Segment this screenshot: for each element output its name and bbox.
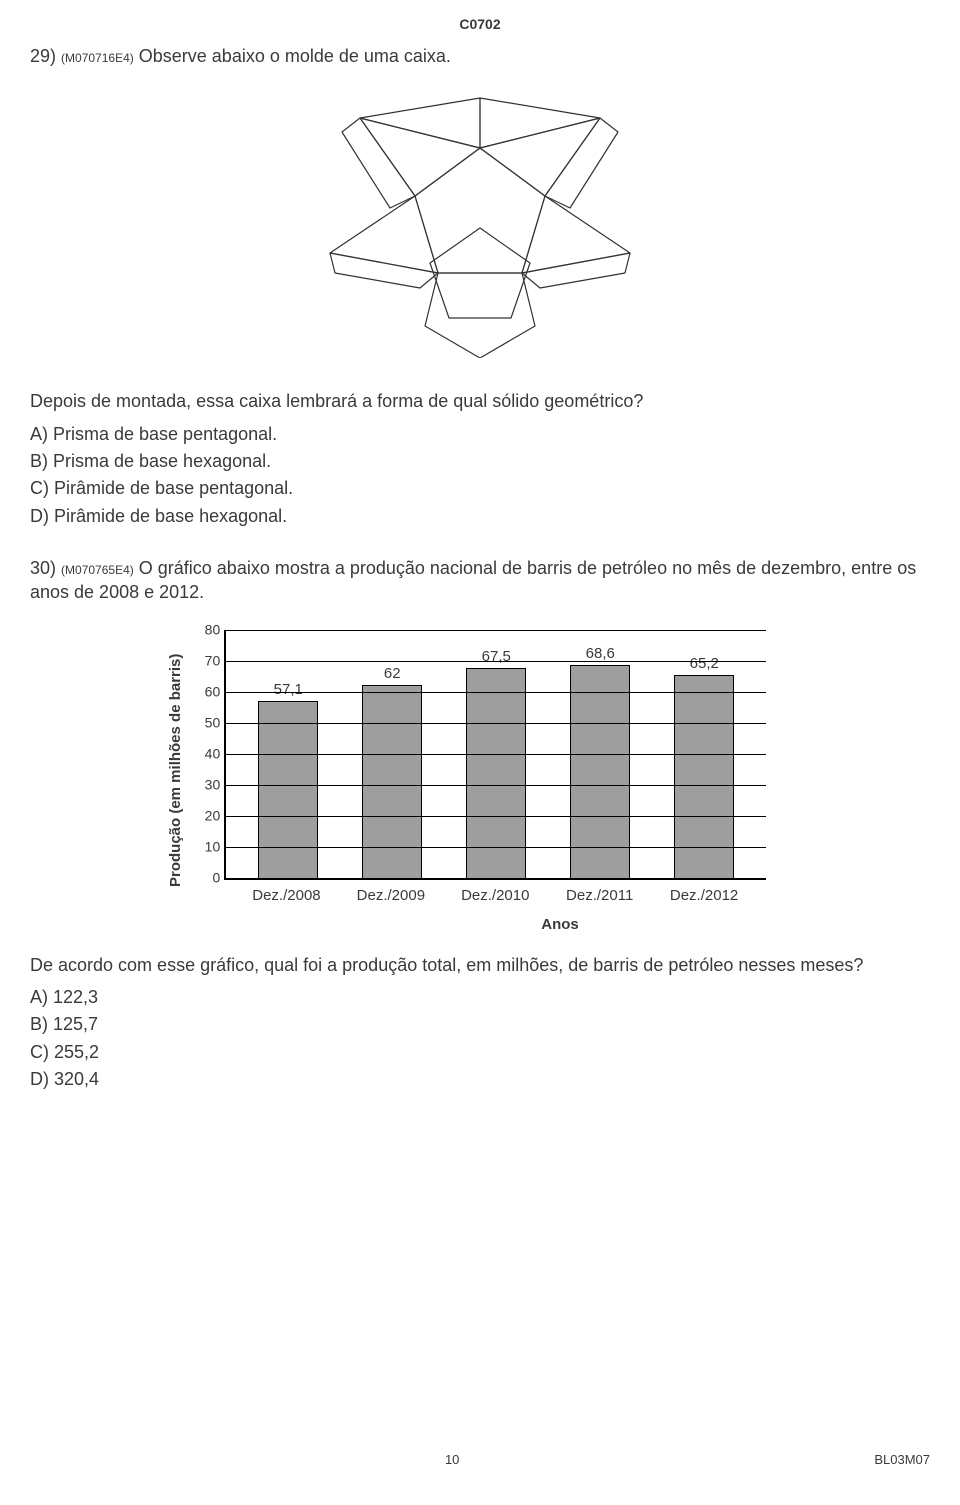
x-tick-label: Dez./2008 — [234, 886, 338, 910]
pyramid-net-figure — [300, 88, 660, 364]
bar-value-label: 65,2 — [690, 654, 719, 674]
bar: 57,1 — [258, 701, 318, 878]
bar: 62 — [362, 685, 422, 877]
chart-area: 57,16267,568,665,2 01020304050607080 Dez… — [186, 630, 766, 910]
footer-code: BL03M07 — [874, 1451, 930, 1469]
q29-option-b: B) Prisma de base hexagonal. — [30, 449, 930, 473]
q30-options: A) 122,3 B) 125,7 C) 255,2 D) 320,4 — [30, 985, 930, 1091]
q29-text: Observe abaixo o molde de uma caixa. — [139, 46, 451, 66]
x-tick-label: Dez./2011 — [547, 886, 651, 910]
q29-number: 29) — [30, 46, 56, 66]
y-tick-label: 60 — [205, 682, 227, 701]
bar-chart: Produção (em milhões de barris) 57,1 62 67… — [160, 630, 930, 910]
y-tick-label: 30 — [205, 775, 227, 794]
q29-option-a: A) Prisma de base pentagonal. — [30, 422, 930, 446]
chart-xlabel: Anos — [190, 915, 930, 935]
page-footer: 10 BL03M07 — [30, 1451, 930, 1469]
y-tick-label: 20 — [205, 806, 227, 825]
q30-code: (M070765E4) — [61, 563, 134, 577]
plot-area: 57,16267,568,665,2 01020304050607080 — [224, 630, 766, 880]
x-axis: Dez./2008Dez./2009Dez./2010Dez./2011Dez.… — [224, 880, 766, 910]
gridline — [226, 816, 766, 817]
x-tick-label: Dez./2009 — [339, 886, 443, 910]
q29-code: (M070716E4) — [61, 51, 134, 65]
q30-option-c: C) 255,2 — [30, 1040, 930, 1064]
gridline — [226, 754, 766, 755]
q29-followup: Depois de montada, essa caixa lembrará a… — [30, 389, 930, 413]
q30-number: 30) — [30, 558, 56, 578]
bar-value-label: 67,5 — [482, 647, 511, 667]
gridline — [226, 630, 766, 631]
gridline — [226, 661, 766, 662]
x-tick-label: Dez./2010 — [443, 886, 547, 910]
chart-ylabel: Produção (em milhões de barris) — [160, 630, 186, 910]
q30-followup: De acordo com esse gráfico, qual foi a p… — [30, 953, 930, 977]
q30-text: O gráfico abaixo mostra a produção nacio… — [30, 558, 916, 602]
y-tick-label: 70 — [205, 651, 227, 670]
gridline — [226, 847, 766, 848]
q30-option-a: A) 122,3 — [30, 985, 930, 1009]
net-svg — [300, 88, 660, 358]
gridline — [226, 723, 766, 724]
y-tick-label: 50 — [205, 713, 227, 732]
q29-options: A) Prisma de base pentagonal. B) Prisma … — [30, 422, 930, 528]
bar-value-label: 57,1 — [274, 680, 303, 700]
q30-option-d: D) 320,4 — [30, 1067, 930, 1091]
y-tick-label: 40 — [205, 744, 227, 763]
gridline — [226, 785, 766, 786]
q29-option-d: D) Pirâmide de base hexagonal. — [30, 504, 930, 528]
q29-option-c: C) Pirâmide de base pentagonal. — [30, 476, 930, 500]
q29-prompt: 29) (M070716E4) Observe abaixo o molde d… — [30, 44, 930, 68]
gridline — [226, 692, 766, 693]
y-tick-label: 10 — [205, 837, 227, 856]
q30-prompt: 30) (M070765E4) O gráfico abaixo mostra … — [30, 556, 930, 605]
bar-value-label: 62 — [384, 664, 401, 684]
y-tick-label: 80 — [205, 620, 227, 639]
header-code: C0702 — [30, 15, 930, 34]
q30-option-b: B) 125,7 — [30, 1012, 930, 1036]
footer-page: 10 — [30, 1451, 874, 1469]
x-tick-label: Dez./2012 — [652, 886, 756, 910]
